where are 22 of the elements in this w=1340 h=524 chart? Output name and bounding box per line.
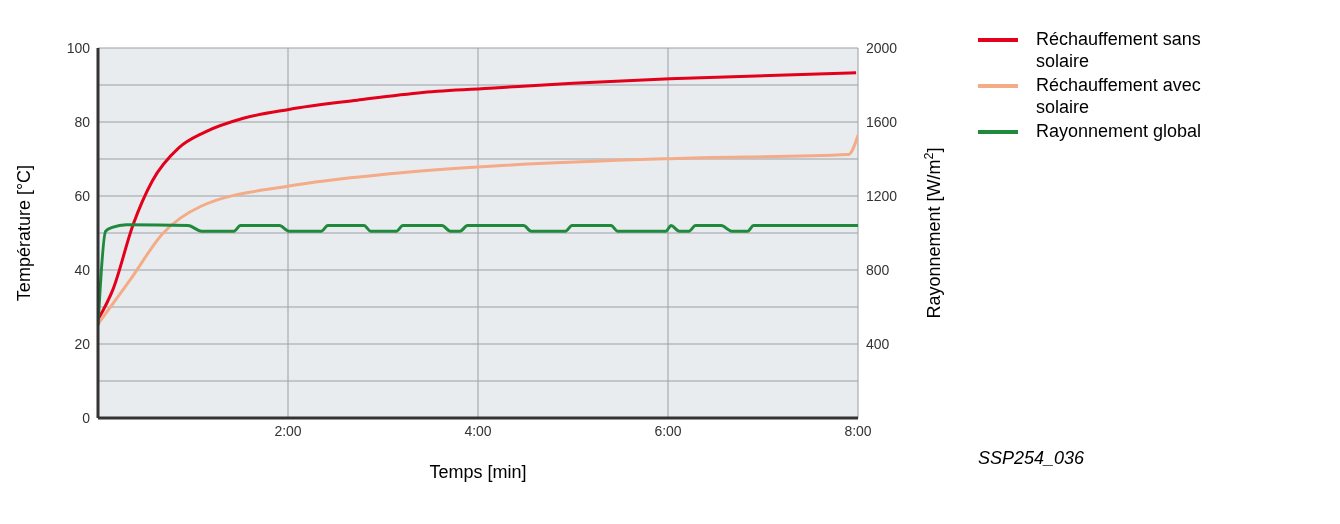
y2-tick-label: 800 bbox=[866, 261, 890, 278]
y2-tick-label: 1200 bbox=[866, 187, 898, 204]
legend-label: Réchauffement sans solaire bbox=[1036, 28, 1202, 72]
y-tick-label: 40 bbox=[74, 261, 91, 278]
x-axis-title: Temps [min] bbox=[429, 462, 527, 482]
y-tick-label: 60 bbox=[74, 187, 91, 204]
y2-tick-label: 1600 bbox=[866, 113, 898, 130]
y2-tick-label: 2000 bbox=[866, 39, 898, 56]
y-tick-label: 20 bbox=[74, 335, 91, 352]
y2-tick-label: 400 bbox=[866, 335, 890, 352]
x-tick-label: 2:00 bbox=[274, 422, 302, 439]
y-tick-label: 100 bbox=[66, 39, 91, 56]
text: SSP254_036 bbox=[978, 448, 1085, 469]
y-tick-label: 80 bbox=[74, 113, 91, 130]
y-tick-label: 0 bbox=[82, 409, 91, 426]
x-tick-label: 8:00 bbox=[844, 422, 872, 439]
x-tick-label: 6:00 bbox=[654, 422, 682, 439]
x-tick-label: 4:00 bbox=[464, 422, 492, 439]
legend-label: Réchauffement avec solaire bbox=[1036, 74, 1202, 118]
line-series bbox=[98, 133, 858, 326]
legend-label: Rayonnement global bbox=[1036, 120, 1203, 142]
y-axis-title: Température [°C] bbox=[14, 164, 34, 302]
